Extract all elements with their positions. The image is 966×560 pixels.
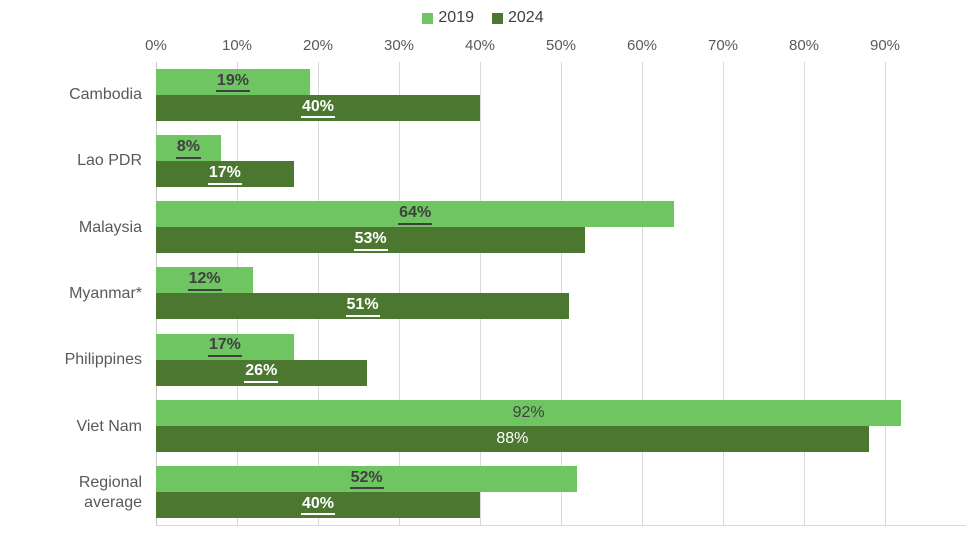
bar-2019-cambodia: 19%	[156, 69, 310, 96]
bar-2019-regional-average: 52%	[156, 465, 578, 492]
category-row-viet-nam: Viet Nam	[0, 393, 156, 459]
value-label: 40%	[300, 98, 336, 119]
bar-2024-philippines: 26%	[156, 359, 367, 386]
bar-2019-myanmar: 12%	[156, 267, 254, 294]
legend-item-2019: 2019	[422, 9, 474, 27]
category-row-malaysia: Malaysia	[0, 195, 156, 261]
value-label: 53%	[353, 230, 388, 251]
value-label: 17%	[207, 336, 242, 357]
category-row-myanmar: Myanmar*	[0, 261, 156, 327]
gridline-60pct	[642, 62, 643, 525]
legend-label: 2024	[508, 9, 544, 26]
category-row-cambodia: Cambodia	[0, 62, 156, 128]
plot-area: 19% 40% 8% 17% 64% 53% 12% 51% 17% 26% 92% 88% 52% 40…	[156, 62, 966, 526]
bar-2019-lao-pdr: 8%	[156, 135, 221, 162]
x-tick-label: 70%	[707, 37, 739, 54]
bar-2019-philippines: 17%	[156, 333, 294, 360]
legend-item-2024: 2024	[492, 9, 544, 27]
category-label: Myanmar*	[69, 284, 142, 302]
x-tick-label: 90%	[869, 37, 901, 54]
legend-swatch-icon	[422, 12, 434, 24]
x-tick-label: 10%	[221, 37, 253, 54]
value-label: 88%	[496, 429, 529, 447]
bar-2019-viet-nam: 92%	[156, 399, 902, 426]
bar-2024-malaysia: 53%	[156, 227, 586, 254]
bar-2024-lao-pdr: 17%	[156, 161, 294, 188]
legend-label: 2019	[438, 9, 474, 26]
x-axis: 0% 10% 20% 30% 40% 50% 60% 70% 80% 90%	[145, 30, 966, 62]
category-label: Regional average	[78, 473, 142, 511]
value-label: 51%	[345, 296, 380, 317]
category-row-regional-average: Regional average	[0, 460, 156, 526]
category-row-lao-pdr: Lao PDR	[0, 128, 156, 194]
category-label: Malaysia	[78, 218, 142, 236]
value-label: 52%	[349, 469, 384, 490]
legend: 2019 2024	[0, 6, 966, 30]
x-tick-label: 50%	[545, 37, 577, 54]
bar-2024-viet-nam: 88%	[156, 425, 869, 452]
bar-group-philippines: 17% 26%	[156, 327, 966, 393]
category-axis: Cambodia Lao PDR Malaysia Myanmar* Philippin…	[0, 62, 156, 526]
value-label: 26%	[244, 362, 279, 383]
gridline-80pct	[804, 62, 805, 525]
bar-2024-cambodia: 40%	[156, 95, 480, 122]
bar-2019-malaysia: 64%	[156, 201, 675, 228]
bar-group-cambodia: 19% 40%	[156, 62, 966, 128]
bar-group-myanmar: 12% 51%	[156, 260, 966, 326]
value-label: 40%	[300, 495, 336, 516]
value-label: 8%	[175, 138, 201, 159]
gridline-90pct	[885, 62, 886, 525]
bar-group-regional-average: 52% 40%	[156, 459, 966, 525]
bar-2024-myanmar: 51%	[156, 293, 570, 320]
bar-group-viet-nam: 92% 88%	[156, 393, 966, 459]
category-label: Philippines	[64, 351, 142, 369]
x-tick-label: 30%	[383, 37, 415, 54]
category-label: Cambodia	[69, 86, 142, 104]
x-tick-label: 80%	[788, 37, 820, 54]
value-label: 17%	[207, 164, 242, 185]
category-label: Lao PDR	[77, 152, 142, 170]
gridline-70pct	[723, 62, 724, 525]
category-row-philippines: Philippines	[0, 327, 156, 393]
value-label: 92%	[512, 403, 545, 421]
x-tick-label: 0%	[145, 37, 167, 54]
bar-group-malaysia: 64% 53%	[156, 194, 966, 260]
bar-2024-regional-average: 40%	[156, 491, 480, 518]
value-label: 12%	[187, 270, 222, 291]
value-label: 64%	[398, 204, 433, 225]
legend-swatch-icon	[492, 12, 503, 24]
category-label: Viet Nam	[76, 417, 142, 435]
bar-group-lao-pdr: 8% 17%	[156, 128, 966, 194]
value-label: 19%	[215, 72, 250, 93]
x-tick-label: 40%	[464, 37, 496, 54]
x-tick-label: 20%	[302, 37, 334, 54]
x-tick-label: 60%	[626, 37, 658, 54]
